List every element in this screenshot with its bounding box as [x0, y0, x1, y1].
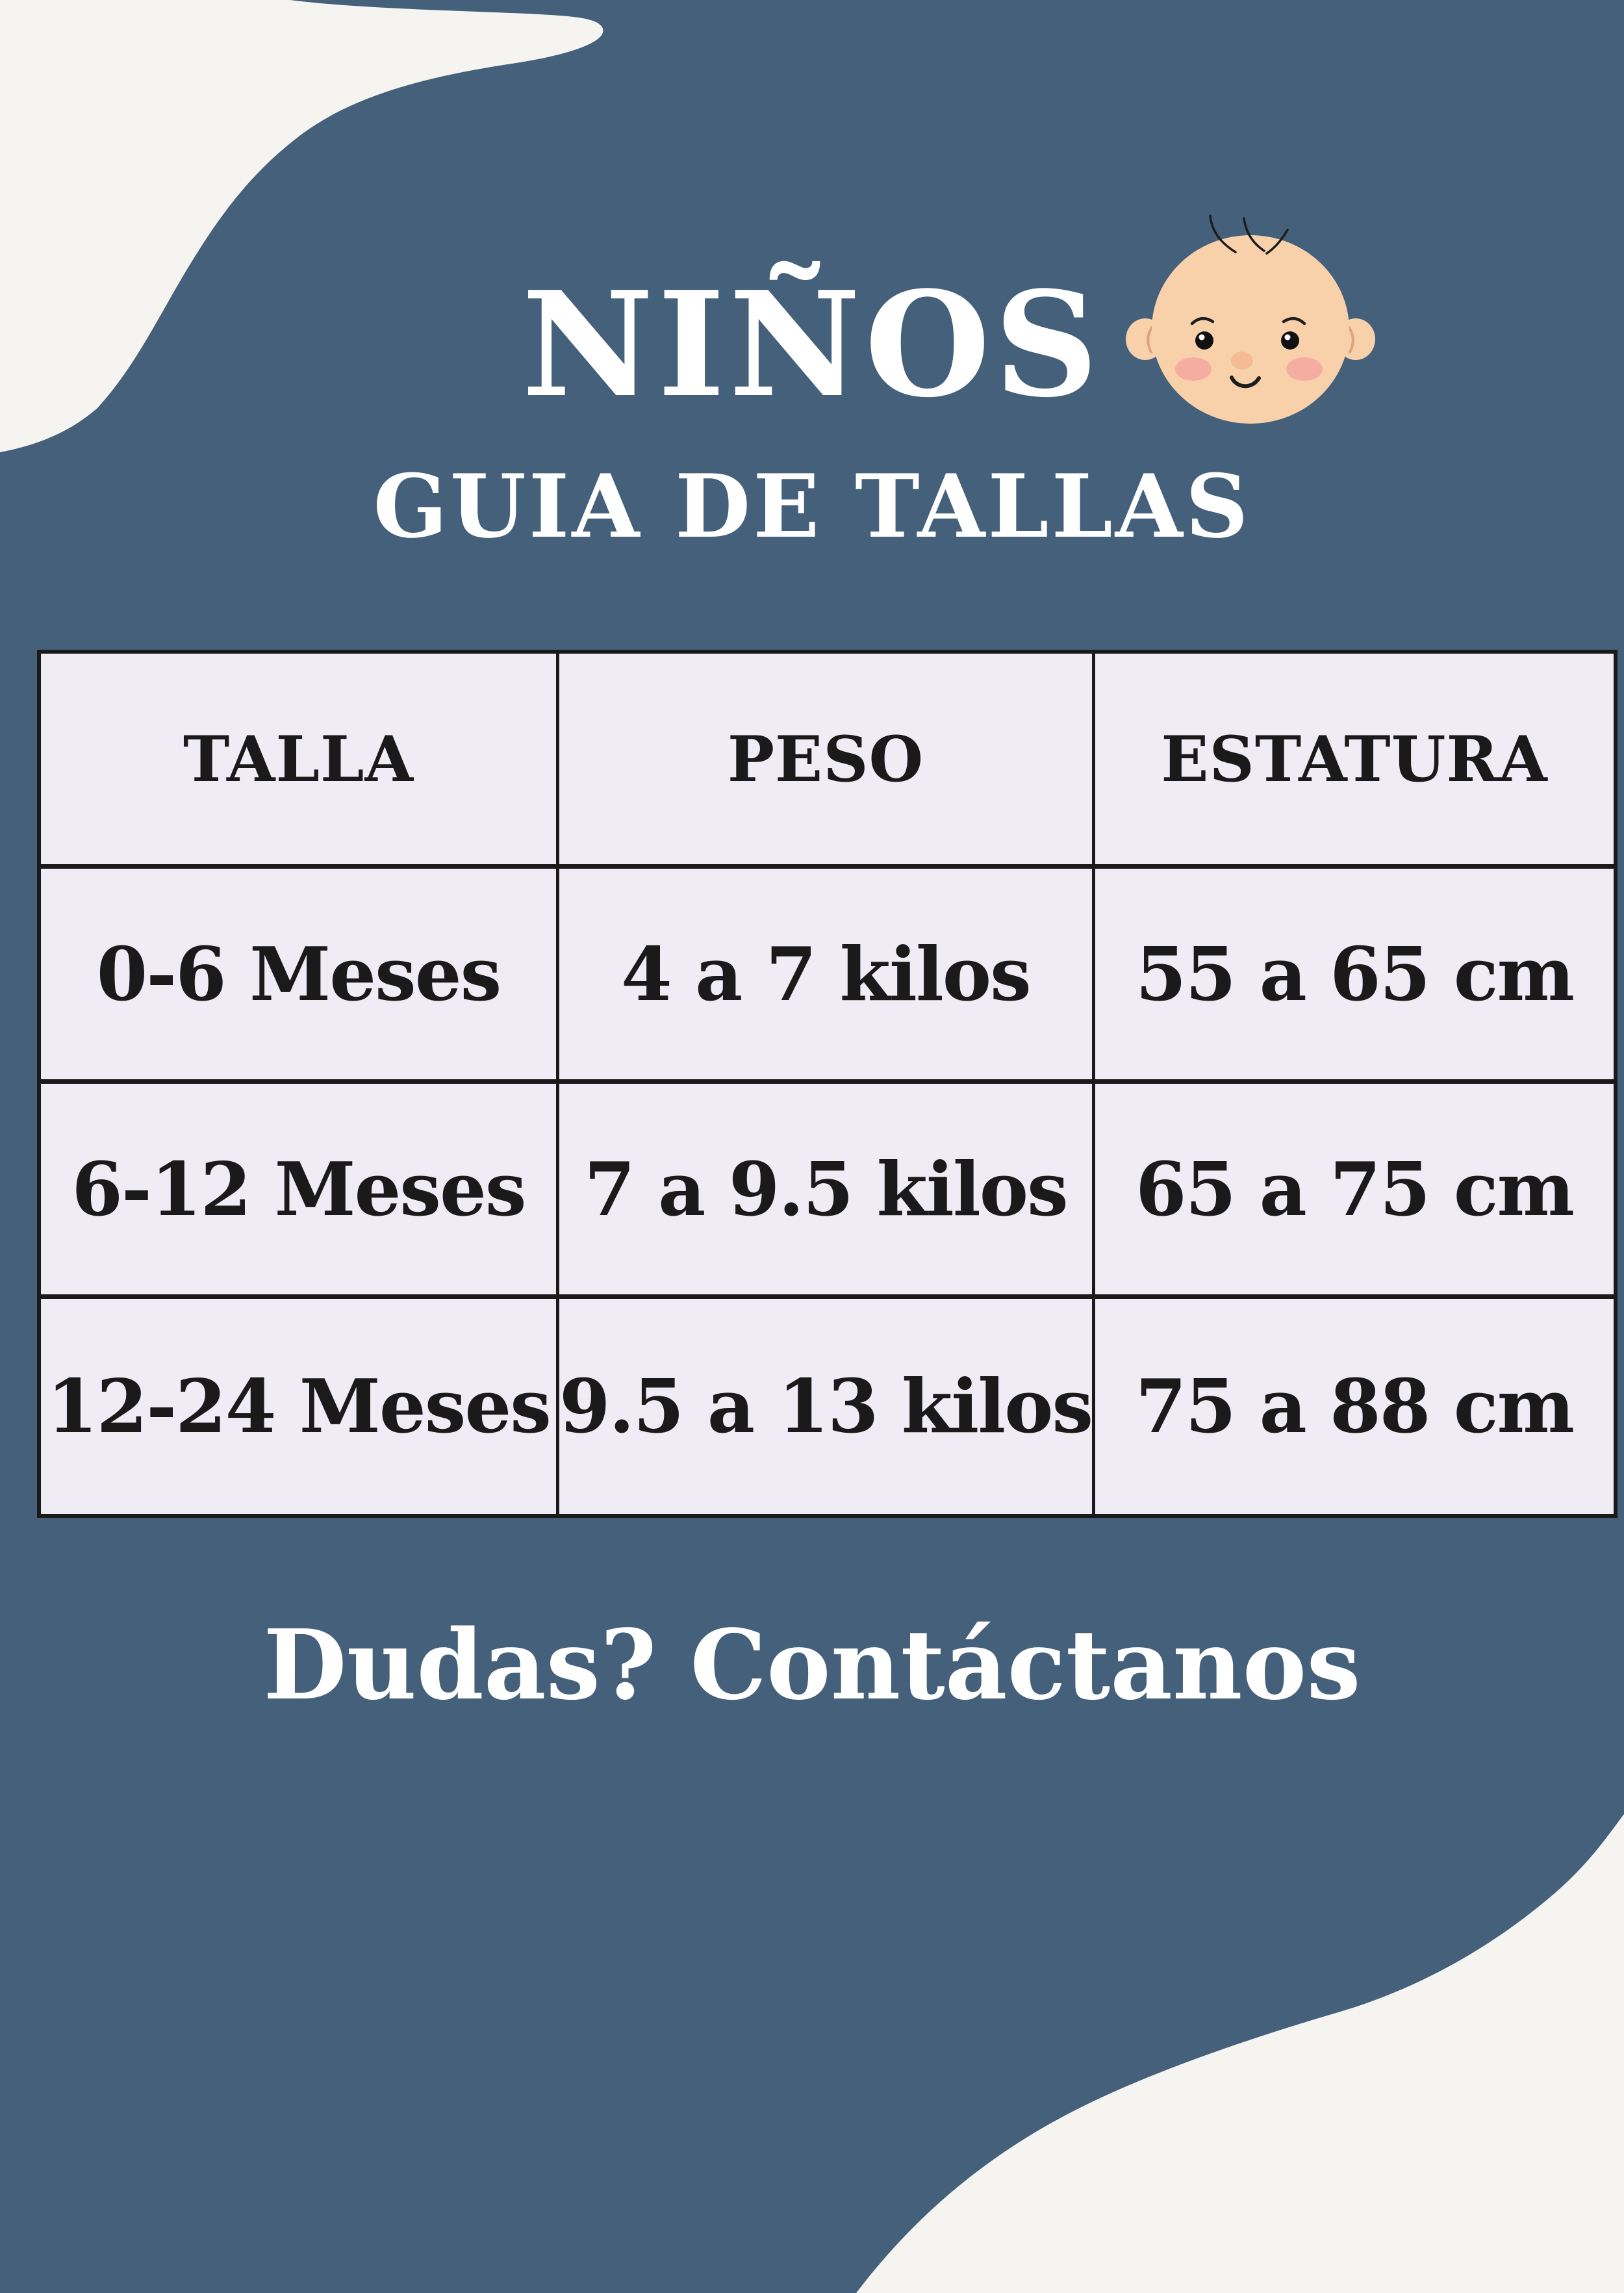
baby-left-eyebrow	[1190, 317, 1215, 326]
header-cell-peso: PESO	[559, 654, 1096, 869]
size-table: TALLA PESO ESTATURA 0-6 Meses 4 a 7 kilo…	[37, 650, 1618, 1518]
cream-wave-top-left	[0, 0, 603, 452]
contact-text: Dudas? Contáctanos	[263, 1608, 1361, 1721]
baby-hair-strand	[1265, 229, 1289, 255]
baby-hair-strand	[1243, 217, 1265, 252]
baby-right-eyebrow	[1282, 317, 1306, 326]
cell-talla-row3: 12-24 Meses	[41, 1299, 559, 1514]
baby-left-cheek	[1175, 357, 1212, 381]
cell-estatura-row3: 75 a 88 cm	[1135, 1363, 1575, 1450]
page-subtitle: GUIA DE TALLAS	[373, 455, 1251, 557]
baby-left-eye	[1195, 331, 1213, 350]
cream-wave-bottom-right	[856, 1814, 1624, 2293]
baby-right-cheek	[1286, 357, 1323, 381]
baby-left-eye-glint	[1199, 334, 1205, 340]
baby-left-ear-line	[1147, 326, 1153, 353]
cell-peso-row1: 4 a 7 kilos	[559, 869, 1096, 1084]
cell-estatura-row1: 55 a 65 cm	[1095, 869, 1614, 1084]
baby-head	[1152, 235, 1349, 424]
baby-smile	[1230, 376, 1261, 389]
header-cell-talla: TALLA	[41, 654, 559, 869]
page-title: NIÑOS	[522, 261, 1102, 429]
baby-face-icon	[1126, 214, 1375, 424]
header-cell-estatura: ESTATURA	[1095, 654, 1614, 869]
baby-hair-strand	[1209, 214, 1237, 253]
baby-right-eye	[1281, 331, 1299, 350]
cell-estatura-row2: 65 a 75 cm	[1095, 1084, 1614, 1299]
cell-peso-row3: 9.5 a 13 kilos	[559, 1299, 1096, 1514]
cell-peso-row2: 7 a 9.5 kilos	[559, 1084, 1096, 1299]
cell-talla-row2: 6-12 Meses	[41, 1084, 559, 1299]
baby-right-eye-glint	[1284, 334, 1291, 340]
cell-talla-row1: 0-6 Meses	[41, 869, 559, 1084]
baby-right-ear-line	[1348, 326, 1354, 353]
baby-nose	[1231, 352, 1253, 370]
